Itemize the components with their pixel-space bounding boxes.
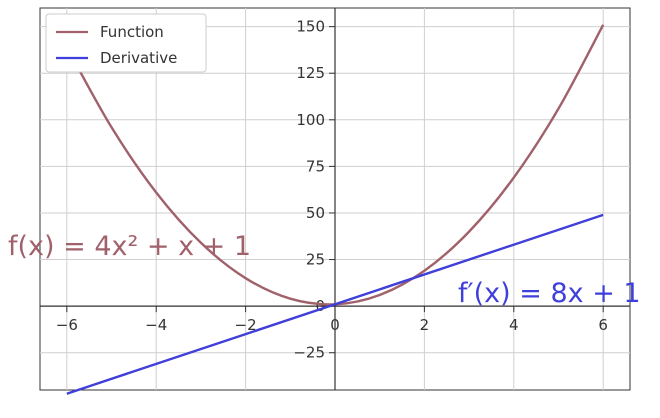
y-tick-label: 125 [296, 64, 325, 82]
y-tick-label: 100 [296, 111, 325, 129]
function-formula-annotation: f(x) = 4x² + x + 1 [8, 231, 251, 262]
y-tick-label: −25 [293, 344, 325, 362]
y-tick-label: 75 [306, 157, 325, 175]
x-tick-label: 2 [420, 316, 430, 334]
x-tick-label: 6 [598, 316, 608, 334]
legend-label-derivative: Derivative [100, 49, 177, 67]
legend-label-function: Function [100, 23, 164, 41]
x-tick-label: −6 [56, 316, 78, 334]
derivative-formula-annotation: f′(x) = 8x + 1 [458, 278, 641, 309]
y-tick-label: 50 [306, 204, 325, 222]
y-tick-label: 25 [306, 251, 325, 269]
x-tick-label: 4 [509, 316, 519, 334]
x-tick-label: −2 [235, 316, 257, 334]
x-tick-label: −4 [145, 316, 167, 334]
series-line-derivative [66, 213, 604, 395]
y-tick-label: 150 [296, 18, 325, 36]
legend: Function Derivative [45, 13, 207, 73]
series-group [65, 24, 605, 395]
